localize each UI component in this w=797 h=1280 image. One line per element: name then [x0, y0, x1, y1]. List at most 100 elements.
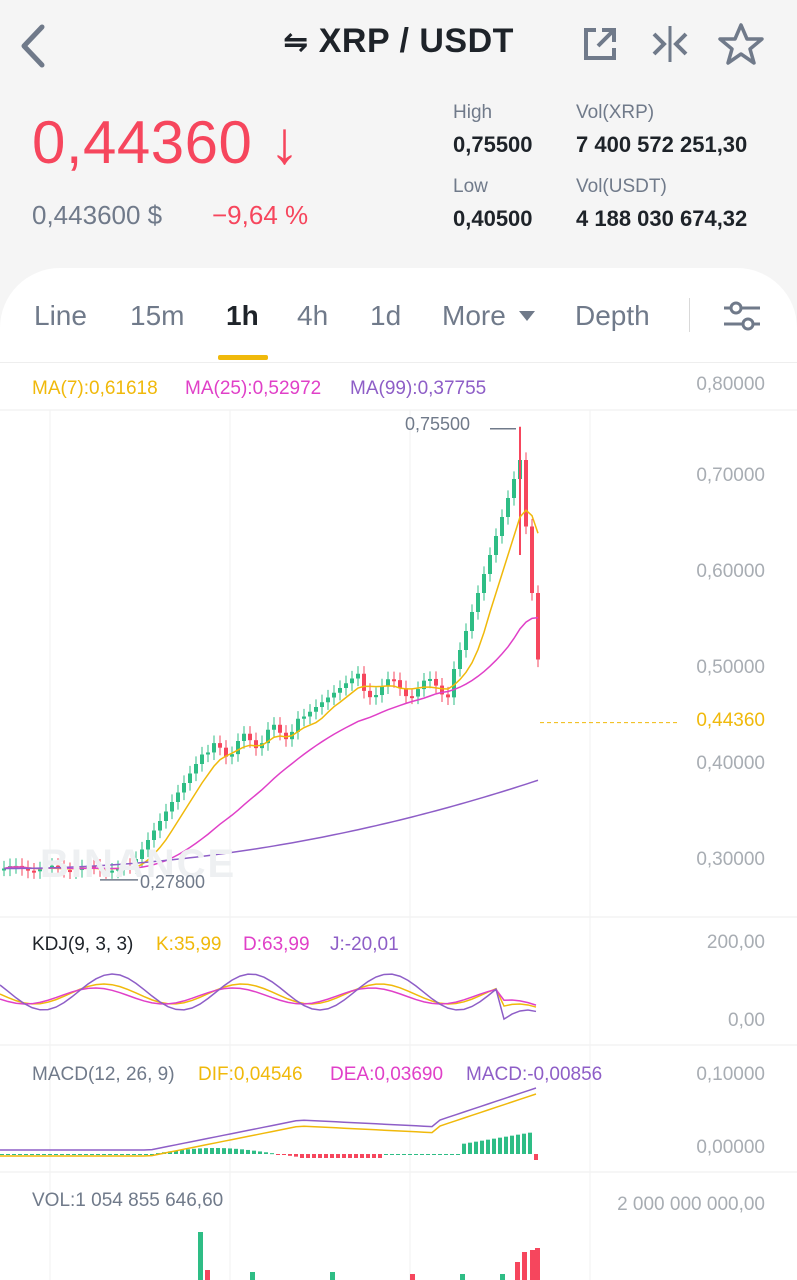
- macd-bar: [258, 1151, 262, 1154]
- candle-body: [368, 690, 372, 698]
- kdj-k: K:35,99: [156, 934, 222, 955]
- candle-body: [128, 865, 132, 868]
- candle-body: [392, 679, 396, 682]
- macd-bar: [306, 1154, 310, 1158]
- candle-body: [110, 870, 114, 873]
- macd-bar: [270, 1153, 274, 1155]
- share-icon[interactable]: [580, 24, 620, 64]
- candlestick-chart[interactable]: [0, 362, 797, 1280]
- macd-bar: [60, 1154, 64, 1155]
- chart-panel: [0, 268, 797, 1280]
- candle-body: [272, 724, 276, 730]
- kdj-tick: 0,00: [728, 1010, 765, 1031]
- back-chevron-icon[interactable]: [14, 20, 54, 72]
- candle-body: [116, 868, 120, 871]
- macd-bar: [468, 1142, 472, 1154]
- candle-body: [512, 479, 516, 498]
- pair-title[interactable]: ⇋ XRP / USDT: [0, 22, 797, 61]
- candle-body: [536, 593, 540, 660]
- candle-body: [398, 680, 402, 689]
- macd-title: MACD(12, 26, 9): [32, 1064, 175, 1085]
- macd-bar: [450, 1154, 454, 1155]
- tab-1h[interactable]: 1h: [226, 300, 259, 331]
- macd-bar: [42, 1154, 46, 1155]
- settings-sliders-icon[interactable]: [722, 298, 762, 334]
- price-change: −9,64 %: [212, 200, 309, 230]
- candle-body: [464, 631, 468, 650]
- candle-body: [530, 526, 534, 593]
- volume-bar: [522, 1252, 527, 1280]
- macd-bar: [522, 1133, 526, 1154]
- macd-bar: [246, 1149, 250, 1154]
- candle-body: [170, 802, 174, 812]
- tab-1d[interactable]: 1d: [370, 300, 402, 331]
- candle-body: [284, 732, 288, 740]
- macd-bar: [354, 1154, 358, 1158]
- volume-bar: [410, 1274, 415, 1280]
- pair-name: XRP / USDT: [318, 22, 514, 60]
- volume-bar: [330, 1272, 335, 1280]
- macd-bar: [216, 1148, 220, 1154]
- kdj-d: D:63,99: [243, 934, 310, 955]
- candle-body: [146, 840, 150, 850]
- y-tick: 0,70000: [696, 465, 765, 486]
- tab-4h[interactable]: 4h: [297, 300, 329, 331]
- tab-more[interactable]: More: [442, 300, 535, 332]
- candle-body: [182, 783, 186, 793]
- macd-tick: 0,10000: [696, 1064, 765, 1085]
- low-label: Low: [453, 176, 488, 197]
- macd-dea-line: [0, 1093, 537, 1157]
- macd-dea: DEA:0,03690: [330, 1064, 444, 1085]
- high-label: High: [453, 102, 493, 123]
- ma7-line: [3, 509, 539, 870]
- candle-body: [224, 747, 228, 757]
- macd-bar: [156, 1153, 160, 1155]
- tab-15m[interactable]: 15m: [130, 300, 185, 331]
- active-tab-indicator: [218, 355, 268, 360]
- down-arrow-icon: ↓: [269, 109, 301, 176]
- macd-bar: [330, 1154, 334, 1158]
- macd-bar: [108, 1154, 112, 1155]
- macd-bar: [48, 1154, 52, 1155]
- candle-body: [404, 688, 408, 697]
- macd-bar: [300, 1154, 304, 1158]
- compare-icon[interactable]: [648, 24, 692, 64]
- macd-bar: [186, 1149, 190, 1154]
- macd-bar: [96, 1154, 100, 1155]
- macd-tick: 0,00000: [696, 1137, 765, 1158]
- low-value: 0,40500: [453, 206, 533, 231]
- volume-title: VOL:1 054 855 646,60: [32, 1190, 224, 1211]
- macd-bar: [504, 1136, 508, 1154]
- high-value: 0,75500: [453, 132, 533, 157]
- candle-body: [386, 679, 390, 687]
- macd-bar: [180, 1149, 184, 1154]
- macd-bar: [444, 1154, 448, 1155]
- watermark: BINANCE: [40, 842, 237, 886]
- macd-bar: [90, 1154, 94, 1155]
- candle-body: [494, 536, 498, 555]
- candle-body: [458, 650, 462, 669]
- volume-bar: [530, 1250, 535, 1280]
- candle-body: [266, 729, 270, 744]
- candle-body: [188, 773, 192, 783]
- candle-body: [488, 555, 492, 574]
- candle-body: [350, 678, 354, 684]
- macd-bar: [384, 1154, 388, 1155]
- macd-bar: [234, 1148, 238, 1154]
- macd-bar: [84, 1154, 88, 1155]
- star-icon[interactable]: [718, 22, 764, 66]
- tab-line[interactable]: Line: [34, 300, 87, 331]
- candle-body: [320, 702, 324, 707]
- macd-bar: [312, 1154, 316, 1158]
- macd-bar: [222, 1148, 226, 1154]
- volume-bar: [460, 1274, 465, 1280]
- tab-depth[interactable]: Depth: [575, 300, 650, 331]
- macd-bar: [24, 1154, 28, 1155]
- macd-bar: [348, 1154, 352, 1158]
- macd-bar: [456, 1154, 460, 1155]
- candle-body: [380, 686, 384, 696]
- kdj-d-line: [0, 987, 537, 1006]
- candle-body: [302, 716, 306, 719]
- candle-body: [140, 849, 144, 859]
- candle-body: [104, 869, 108, 872]
